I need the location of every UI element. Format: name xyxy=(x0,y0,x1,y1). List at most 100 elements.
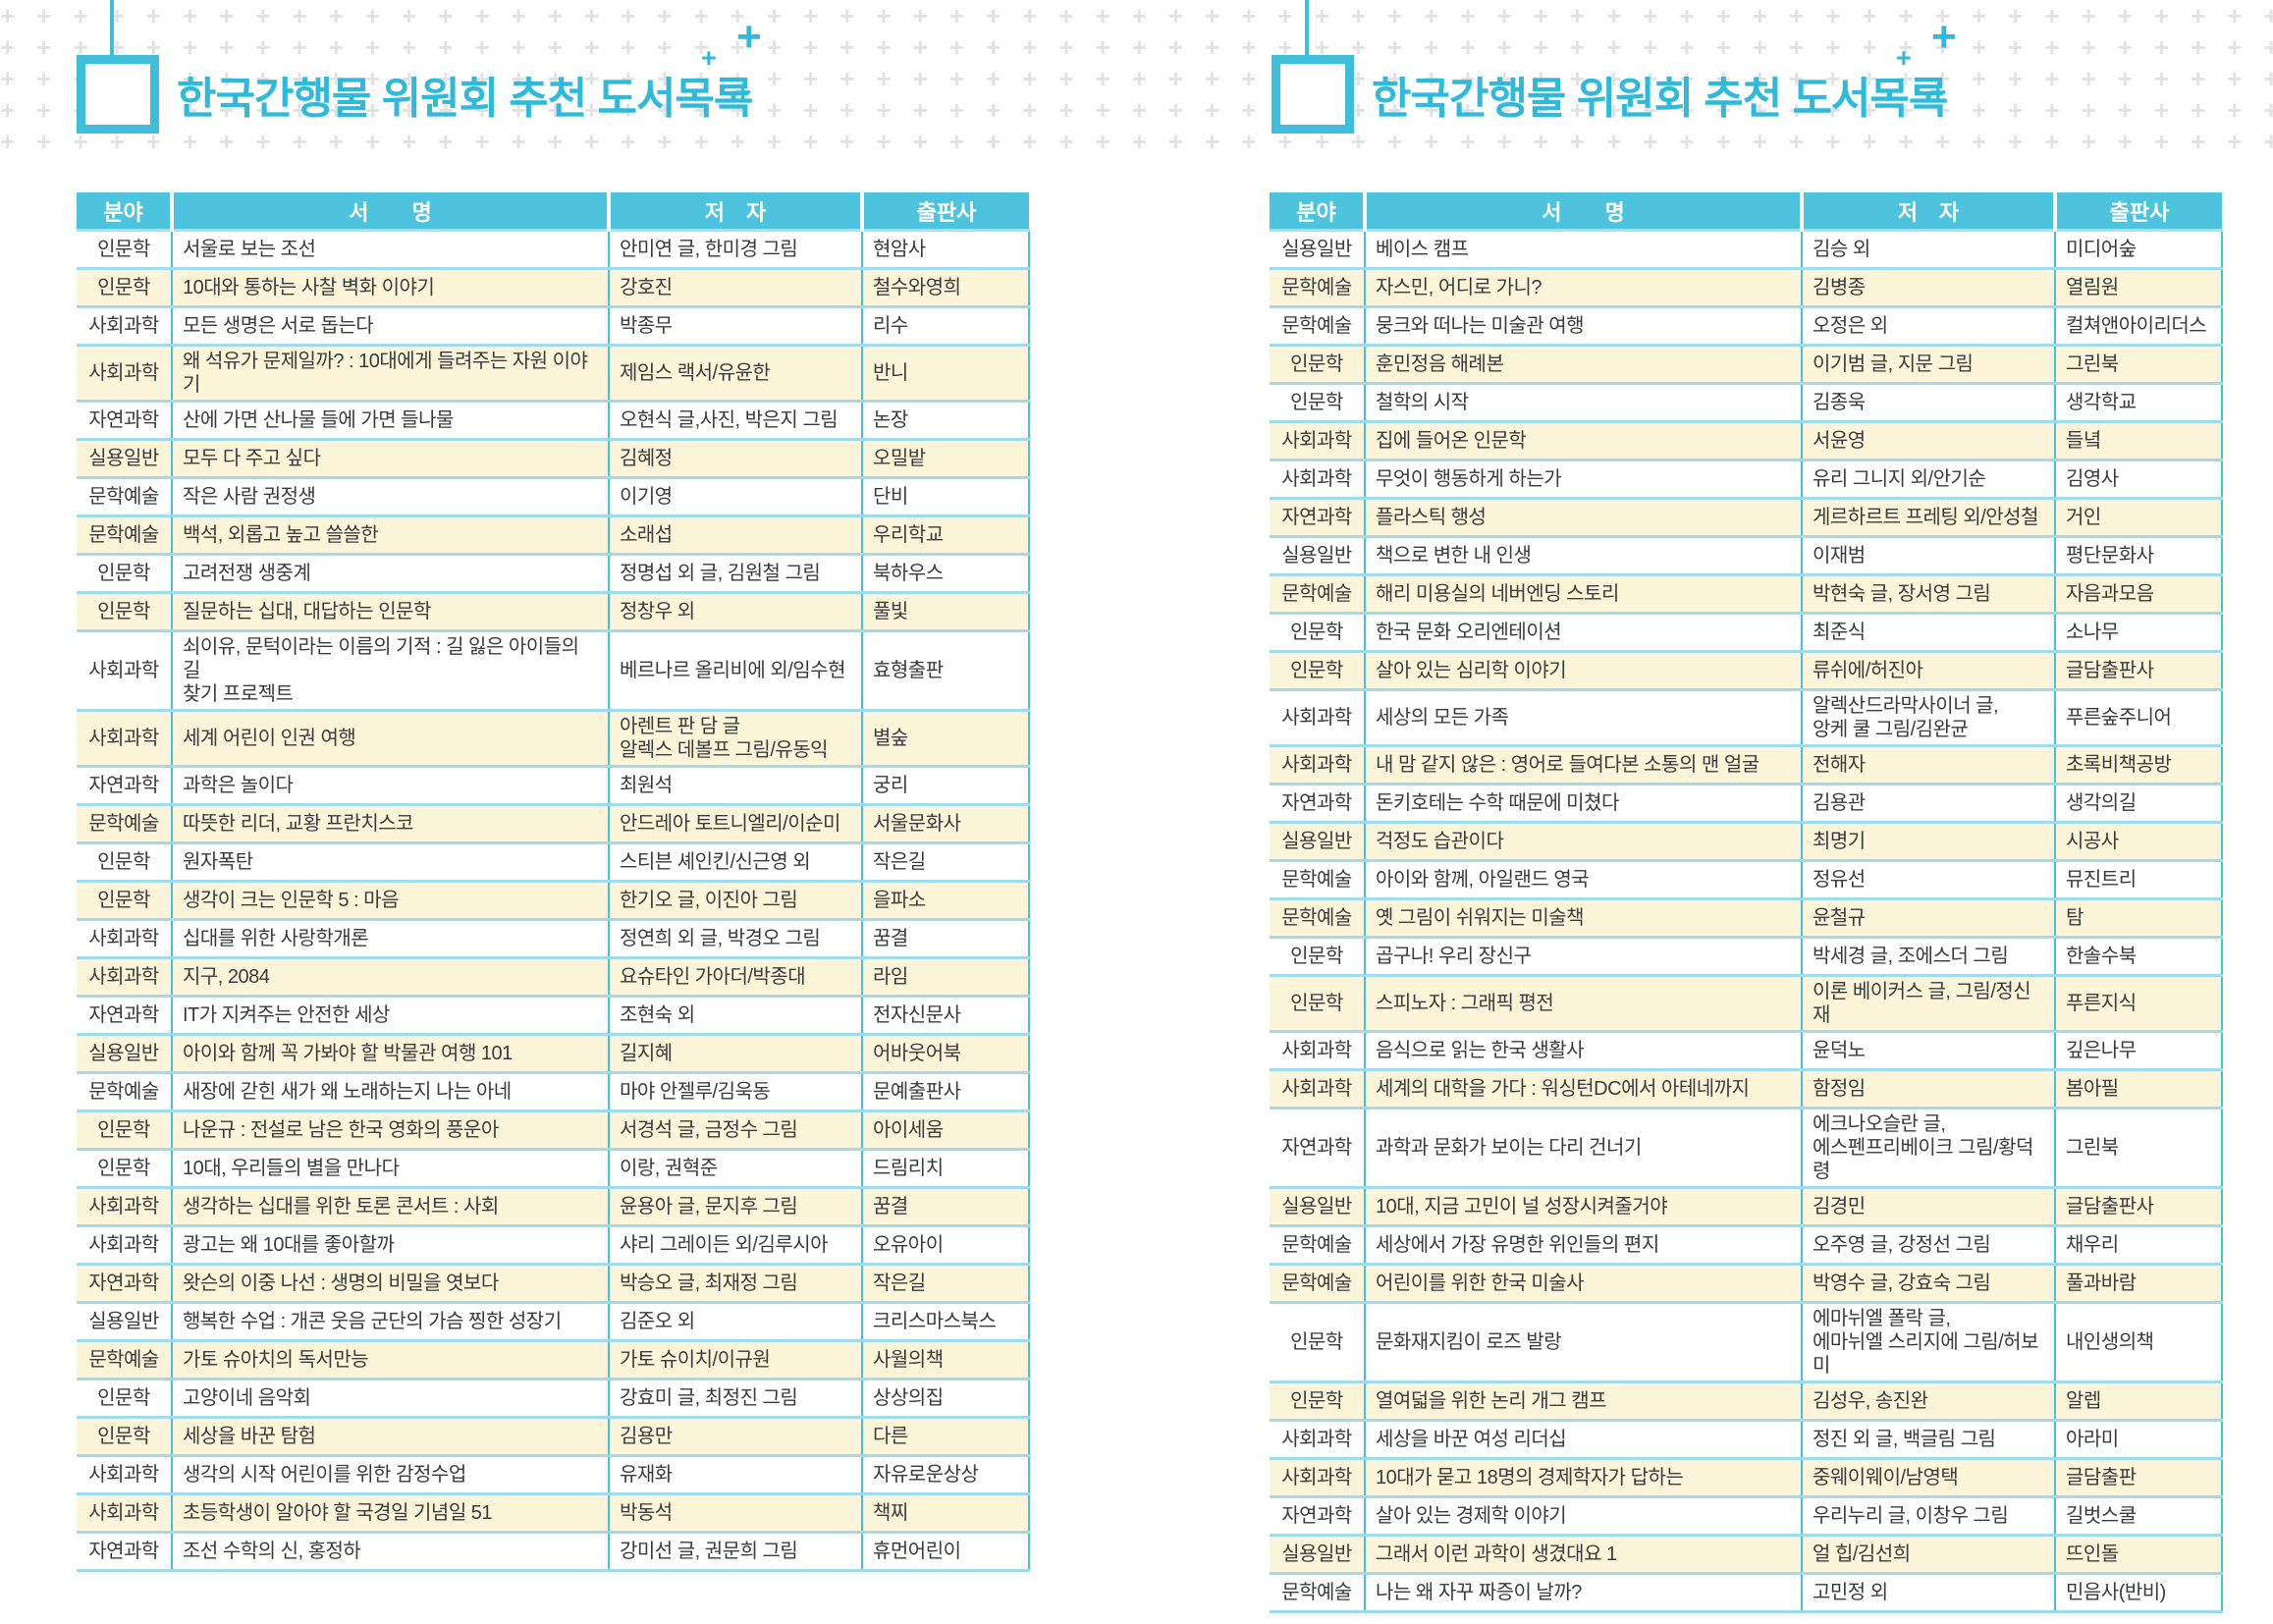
author-cell: 전해자 xyxy=(1801,745,2055,785)
field-cell: 인문학 xyxy=(1290,946,1343,967)
table-row: 문학예술 옛 그림이 쉬워지는 미술책 윤철규 탐 xyxy=(1270,898,2223,938)
hanging-line-decoration xyxy=(110,0,114,57)
publisher-cell: 전자신문사 xyxy=(861,996,1030,1035)
table-row: 사회과학 세계 어린이 인권 여행 아렌트 판 담 글 알렉스 데볼프 그림/유동익… xyxy=(77,710,1030,767)
title-cell: 생각이 크는 인문학 5 : 마음 xyxy=(171,881,609,920)
title-cell: 음식으로 읽는 한국 생활사 xyxy=(1364,1031,1802,1070)
field-cell: 인문학 xyxy=(97,277,150,298)
title-cell: 10대와 통하는 사찰 벽화 이야기 xyxy=(171,268,609,307)
publisher-cell: 열림원 xyxy=(2054,268,2223,307)
author-cell: 오주영 글, 강정선 그림 xyxy=(1801,1225,2055,1265)
title-cell: 생각의 시작 어린이를 위한 감정수업 xyxy=(171,1455,609,1494)
author-cell: 에크나오슬란 글, 에스펜프리베이크 그림/황덕령 xyxy=(1801,1108,2055,1188)
table-header-row: 분야 서 명 저 자 출판사 xyxy=(1270,192,2222,231)
square-decoration xyxy=(1272,55,1354,134)
title-cell: 베이스 캠프 xyxy=(1364,230,1802,269)
plus-decoration: + xyxy=(736,13,762,61)
plus-decoration: + xyxy=(1896,43,1912,73)
publisher-cell: 사월의책 xyxy=(861,1340,1030,1380)
publisher-cell: 작은길 xyxy=(861,842,1030,882)
field-cell: 인문학 xyxy=(97,1426,150,1447)
publisher-cell: 평단문화사 xyxy=(2054,536,2223,575)
field-cell: 실용일반 xyxy=(1281,1196,1352,1218)
publisher-cell: 알렙 xyxy=(2054,1381,2223,1421)
author-cell: 가토 슈이치/이규원 xyxy=(608,1340,862,1380)
table-row: 자연과학 산에 가면 산나물 들에 가면 들나물 오현식 글,사진, 박은지 그림 논… xyxy=(77,401,1030,440)
table-row: 인문학 고려전쟁 생중계 정명섭 외 글, 김원철 그림 북하우스 xyxy=(77,554,1030,593)
table-row: 자연과학 IT가 지켜주는 안전한 세상 조현숙 외 전자신문사 xyxy=(77,996,1030,1035)
field-cell: 문학예술 xyxy=(88,524,159,546)
table-row: 사회과학 음식으로 읽는 한국 생활사 윤덕노 깊은나무 xyxy=(1270,1031,2223,1070)
title-cell: 백석, 외롭고 높고 쓸쓸한 xyxy=(171,515,609,555)
title-cell: 한국 문화 오리엔테이션 xyxy=(1364,613,1802,652)
field-cell: 자연과학 xyxy=(1281,792,1352,814)
author-cell: 김승 외 xyxy=(1801,230,2055,269)
publisher-cell: 오유아이 xyxy=(861,1225,1030,1265)
table-row: 실용일반 베이스 캠프 김승 외 미디어숲 xyxy=(1270,230,2223,269)
author-cell: 제임스 랙서/유윤한 xyxy=(608,345,862,402)
table-row: 인문학 서울로 보는 조선 안미연 글, 한미경 그림 현암사 xyxy=(77,230,1030,269)
table-row: 문학예술 해리 미용실의 네버엔딩 스토리 박현숙 글, 장서영 그림 자음과모음 xyxy=(1270,574,2223,614)
author-cell: 서윤영 xyxy=(1801,421,2055,460)
publisher-cell: 푸른지식 xyxy=(2054,975,2223,1032)
field-cell: 자연과학 xyxy=(88,1272,159,1294)
table-row: 문학예술 작은 사람 권정생 이기영 단비 xyxy=(77,477,1030,516)
author-cell: 고민정 외 xyxy=(1801,1573,2055,1612)
table-row: 자연과학 조선 수학의 신, 홍정하 강미선 글, 권문희 그림 휴먼어린이 xyxy=(77,1532,1030,1571)
publisher-cell: 리수 xyxy=(861,306,1030,346)
field-cell: 사회과학 xyxy=(1281,1040,1352,1061)
publisher-cell: 아라미 xyxy=(2054,1420,2223,1459)
publisher-cell: 글담출판사 xyxy=(2054,651,2223,690)
field-cell: 자연과학 xyxy=(1281,507,1352,528)
field-cell: 사회과학 xyxy=(1281,754,1352,776)
title-cell: 과학은 놀이다 xyxy=(171,766,609,805)
title-cell: 따뜻한 리더, 교황 프란치스코 xyxy=(171,804,609,843)
table-row: 인문학 질문하는 십대, 대답하는 인문학 정창우 외 풀빛 xyxy=(77,592,1030,631)
field-cell: 인문학 xyxy=(97,890,150,911)
author-cell: 샤리 그레이든 외/김루시아 xyxy=(608,1225,862,1265)
title-cell: 어린이를 위한 한국 미술사 xyxy=(1364,1264,1802,1303)
title-cell: 곱구나! 우리 장신구 xyxy=(1364,937,1802,976)
publisher-cell: 푸른숲주니어 xyxy=(2054,689,2223,746)
page-title: 한국간행물 위원회 추천 도서목록 xyxy=(177,75,753,123)
field-cell: 실용일반 xyxy=(1281,545,1352,567)
field-cell: 문학예술 xyxy=(88,813,159,835)
title-cell: 세계 어린이 인권 여행 xyxy=(171,710,609,767)
publisher-cell: 들녘 xyxy=(2054,421,2223,460)
author-cell: 이기범 글, 지문 그림 xyxy=(1801,345,2055,384)
table-row: 실용일반 행복한 수업 : 개콘 웃음 군단의 가슴 찡한 성장기 김준오 외 크리스… xyxy=(77,1302,1030,1341)
author-cell: 박현숙 글, 장서영 그림 xyxy=(1801,574,2055,614)
table-row: 인문학 나운규 : 전설로 남은 한국 영화의 풍운아 서경석 글, 금정수 그림 아… xyxy=(77,1110,1030,1150)
field-cell: 문학예술 xyxy=(1281,1582,1352,1603)
title-cell: 걱정도 습관이다 xyxy=(1364,822,1802,861)
author-cell: 안드레아 토트니엘리/이순미 xyxy=(608,804,862,843)
table-row: 사회과학 집에 들어온 인문학 서윤영 들녘 xyxy=(1270,421,2223,460)
table-row: 인문학 살아 있는 심리학 이야기 류쉬에/허진아 글담출판사 xyxy=(1270,651,2223,690)
publisher-cell: 풀과바람 xyxy=(2054,1264,2223,1303)
author-cell: 정진 외 글, 백글림 그림 xyxy=(1801,1420,2055,1459)
field-cell: 문학예술 xyxy=(1281,1234,1352,1256)
title-cell: 생각하는 십대를 위한 토론 콘서트 : 사회 xyxy=(171,1187,609,1226)
publisher-cell: 김영사 xyxy=(2054,460,2223,499)
table-row: 문학예술 뭉크와 떠나는 미술관 여행 오정은 외 컬쳐앤아이리더스 xyxy=(1270,306,2223,346)
field-cell: 사회과학 xyxy=(88,928,159,949)
field-cell: 인문학 xyxy=(1290,392,1343,413)
title-cell: 과학과 문화가 보이는 다리 건너기 xyxy=(1364,1108,1802,1188)
title-cell: 세계의 대학을 가다 : 워싱턴DC에서 아테네까지 xyxy=(1364,1069,1802,1109)
table-row: 인문학 곱구나! 우리 장신구 박세경 글, 조에스더 그림 한솔수북 xyxy=(1270,937,2223,976)
title-cell: 질문하는 십대, 대답하는 인문학 xyxy=(171,592,609,631)
field-cell: 사회과학 xyxy=(88,1464,159,1486)
publisher-cell: 아이세움 xyxy=(861,1110,1030,1150)
page-title: 한국간행물 위원회 추천 도서목록 xyxy=(1372,75,1948,123)
publisher-cell: 책찌 xyxy=(861,1493,1030,1533)
publisher-cell: 미디어숲 xyxy=(2054,230,2223,269)
publisher-cell: 생각의길 xyxy=(2054,784,2223,823)
table-row: 인문학 세상을 바꾼 탐험 김용만 다른 xyxy=(77,1417,1030,1456)
field-cell: 문학예술 xyxy=(1281,1272,1352,1294)
table-row: 인문학 철학의 시작 김종욱 생각학교 xyxy=(1270,383,2223,422)
title-cell: 십대를 위한 사랑학개론 xyxy=(171,919,609,958)
column-header-author: 저 자 xyxy=(607,192,862,231)
author-cell: 김경민 xyxy=(1801,1187,2055,1226)
publisher-cell: 꿈결 xyxy=(861,919,1030,958)
title-cell: 왜 석유가 문제일까? : 10대에게 들려주는 자원 이야기 xyxy=(171,345,609,402)
